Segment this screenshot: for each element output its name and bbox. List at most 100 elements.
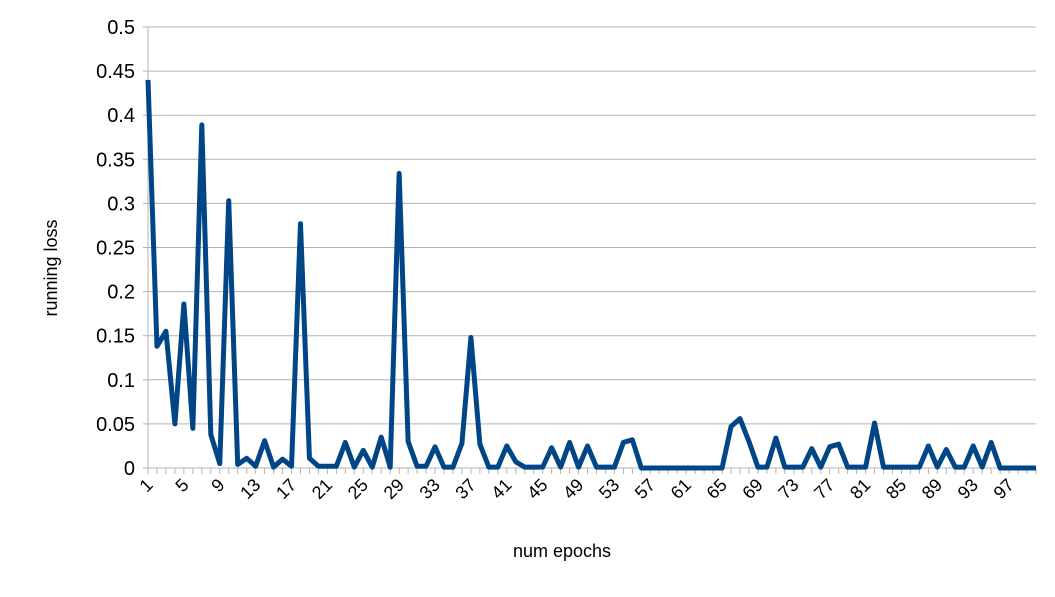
data-point <box>773 436 778 441</box>
data-point <box>513 459 518 464</box>
data-point <box>935 465 940 470</box>
data-point <box>594 465 599 470</box>
y-tick-label: 0 <box>124 458 135 480</box>
x-tick-label: 13 <box>236 475 264 503</box>
x-tick-label: 81 <box>846 475 874 503</box>
data-point <box>576 465 581 470</box>
x-tick-label: 9 <box>207 475 228 496</box>
data-point <box>172 421 177 426</box>
data-point <box>343 440 348 445</box>
data-point <box>459 441 464 446</box>
data-point <box>235 462 240 467</box>
y-tick-label: 0.5 <box>107 17 135 39</box>
data-point <box>998 466 1003 471</box>
x-tick-label: 29 <box>380 475 408 503</box>
data-point <box>199 122 204 127</box>
data-point <box>612 465 617 470</box>
data-point <box>1016 466 1021 471</box>
data-point <box>603 465 608 470</box>
data-point <box>424 464 429 469</box>
data-point <box>352 465 357 470</box>
data-point <box>280 457 285 462</box>
x-tick-label: 21 <box>308 475 336 503</box>
data-point <box>791 465 796 470</box>
data-point <box>818 465 823 470</box>
x-tick-label: 69 <box>738 475 766 503</box>
data-point <box>1034 466 1039 471</box>
series-line-running-loss <box>145 79 1036 471</box>
data-point <box>755 465 760 470</box>
data-point <box>433 444 438 449</box>
data-point <box>782 465 787 470</box>
data-point <box>226 198 231 203</box>
data-point <box>800 465 805 470</box>
data-point <box>540 465 545 470</box>
data-point <box>334 464 339 469</box>
data-point <box>827 444 832 449</box>
x-tick-label: 57 <box>631 475 659 503</box>
x-tick-label: 93 <box>954 475 982 503</box>
data-point <box>917 465 922 470</box>
axes <box>143 26 1037 474</box>
data-point <box>406 439 411 444</box>
data-point <box>316 464 321 469</box>
data-point <box>854 465 859 470</box>
data-point <box>1007 466 1012 471</box>
data-point <box>962 465 967 470</box>
x-tick-label: 37 <box>451 475 479 503</box>
data-point <box>666 466 671 471</box>
x-tick-label: 89 <box>918 475 946 503</box>
data-point <box>621 440 626 445</box>
x-tick-label: 41 <box>487 475 515 503</box>
x-tick-label: 45 <box>523 475 551 503</box>
data-point <box>836 442 841 447</box>
data-point <box>253 464 258 469</box>
data-point <box>522 465 527 470</box>
data-point <box>845 465 850 470</box>
data-point <box>630 437 635 442</box>
x-tick-label: 53 <box>595 475 623 503</box>
x-tick-label: 5 <box>171 475 192 496</box>
data-point <box>980 465 985 470</box>
data-point <box>899 465 904 470</box>
data-point <box>720 466 725 471</box>
data-point <box>738 416 743 421</box>
data-point <box>926 443 931 448</box>
x-tick-label: 1 <box>136 475 157 496</box>
data-point <box>146 77 151 82</box>
data-point <box>468 335 473 340</box>
data-point <box>746 439 751 444</box>
x-tick-label: 77 <box>810 475 838 503</box>
data-point <box>872 421 877 426</box>
data-point <box>495 465 500 470</box>
y-tick-label: 0.45 <box>96 61 135 83</box>
y-tick-labels: 0 0.05 0.1 0.15 0.2 0.25 0.3 0.35 0.4 0.45 0.5 <box>96 17 135 480</box>
x-tick-label: 65 <box>703 475 731 503</box>
x-axis-label: num epochs <box>513 541 611 561</box>
data-point <box>558 465 563 470</box>
y-tick-label: 0.15 <box>96 326 135 348</box>
x-tick-label: 49 <box>559 475 587 503</box>
y-tick-label: 0.35 <box>96 149 135 171</box>
y-tick-label: 0.3 <box>107 193 135 215</box>
x-tick-label: 97 <box>990 475 1018 503</box>
data-point <box>271 465 276 470</box>
data-point <box>190 426 195 431</box>
data-point <box>244 456 249 461</box>
data-point <box>989 440 994 445</box>
data-point <box>361 448 366 453</box>
data-point <box>809 446 814 451</box>
data-point <box>262 438 267 443</box>
data-point <box>531 465 536 470</box>
data-point <box>702 466 707 471</box>
data-point <box>953 465 958 470</box>
data-point <box>863 465 868 470</box>
data-point <box>693 466 698 471</box>
data-point <box>908 465 913 470</box>
x-tick-label: 73 <box>774 475 802 503</box>
x-tick-label: 17 <box>272 475 300 503</box>
data-point <box>944 447 949 452</box>
data-point <box>648 466 653 471</box>
data-point <box>289 464 294 469</box>
